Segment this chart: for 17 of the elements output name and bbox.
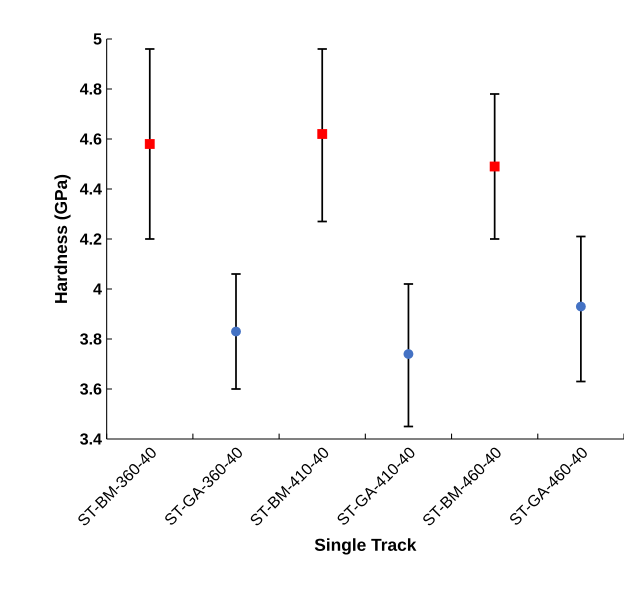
point: [144, 139, 155, 149]
y-tick-label: 4.4: [80, 184, 102, 195]
y-tick-label: 4.8: [80, 83, 102, 95]
y-tick-label: 4.2: [80, 233, 102, 245]
point: [404, 349, 414, 359]
x-axis-title: Single Track: [314, 538, 416, 554]
y-axis-title: Hardness (GPa): [54, 174, 71, 303]
point: [231, 326, 241, 336]
y-tick-label: 3.8: [80, 333, 102, 345]
point: [317, 129, 328, 139]
y-tick-label: 4.6: [80, 133, 102, 145]
point: [576, 302, 586, 312]
y-tick-label: 4: [93, 284, 102, 295]
point: [490, 162, 500, 172]
y-tick-label: 5: [94, 33, 102, 45]
y-tick-label: 3.4: [80, 433, 102, 445]
y-tick-label: 3.6: [80, 383, 102, 395]
